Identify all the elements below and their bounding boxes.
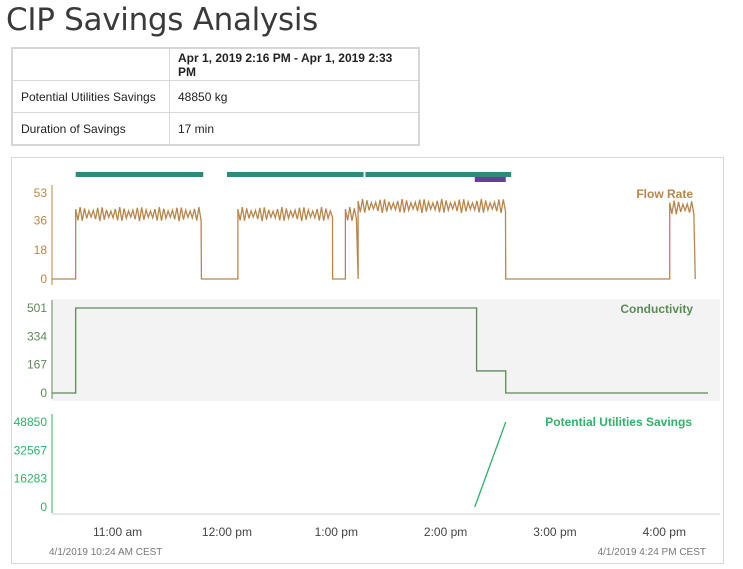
summary-header-empty [11, 47, 170, 81]
y-tick-label: 32567 [14, 443, 48, 457]
series-line [474, 421, 507, 508]
y-tick-label: 0 [40, 500, 47, 514]
x-tick-label: 4:00 pm [643, 525, 686, 539]
summary-date-range: Apr 1, 2019 2:16 PM - Apr 1, 2019 2:33 P… [169, 47, 420, 81]
y-tick-label: 53 [34, 186, 48, 200]
y-tick-label: 18 [34, 243, 48, 257]
summary-value-duration: 17 min [169, 112, 420, 146]
series-line [52, 307, 708, 394]
summary-label-savings: Potential Utilities Savings [11, 80, 170, 113]
summary-row-duration: Duration of Savings 17 min [11, 112, 420, 146]
series-title: Flow Rate [636, 187, 693, 201]
segment-bar-3 [474, 177, 506, 182]
savings-summary-table: Apr 1, 2019 2:16 PM - Apr 1, 2019 2:33 P… [11, 47, 420, 146]
x-tick-label: 12:00 pm [202, 525, 252, 539]
y-tick-label: 48850 [14, 415, 48, 429]
segment-bar-0 [75, 172, 204, 177]
summary-label-duration: Duration of Savings [11, 112, 170, 146]
x-tick-label: 11:00 am [93, 525, 142, 539]
range-end-label: 4/1/2019 4:24 PM CEST [598, 547, 706, 558]
summary-header-row: Apr 1, 2019 2:16 PM - Apr 1, 2019 2:33 P… [11, 47, 420, 81]
x-tick-label: 3:00 pm [533, 525, 576, 539]
series-title: Potential Utilities Savings [545, 415, 692, 429]
y-tick-label: 36 [34, 214, 48, 228]
y-tick-label: 334 [27, 329, 47, 343]
x-tick-label: 2:00 pm [424, 525, 467, 539]
series-line [52, 198, 696, 280]
y-tick-label: 501 [27, 301, 47, 315]
summary-row-savings: Potential Utilities Savings 48850 kg [11, 80, 420, 113]
trend-chart-svg[interactable]: 53 36 18 0 Flow Rate 501 334 167 0 Conductivity 48… [12, 158, 723, 563]
y-tick-label: 0 [40, 272, 47, 286]
y-tick-label: 167 [27, 358, 47, 372]
y-tick-label: 0 [40, 386, 47, 400]
range-start-label: 4/1/2019 10:24 AM CEST [49, 547, 162, 558]
y-tick-label: 16283 [14, 472, 48, 486]
trend-chart[interactable]: 53 36 18 0 Flow Rate 501 334 167 0 Conductivity 48… [11, 157, 724, 564]
page-title: CIP Savings Analysis [6, 2, 319, 38]
x-tick-label: 1:00 pm [315, 525, 358, 539]
segment-bar-1 [226, 172, 364, 177]
series-title: Conductivity [620, 302, 693, 316]
segment-bar-2 [365, 172, 512, 177]
summary-value-savings: 48850 kg [169, 80, 420, 113]
conductivity-panel-bg [52, 299, 720, 401]
